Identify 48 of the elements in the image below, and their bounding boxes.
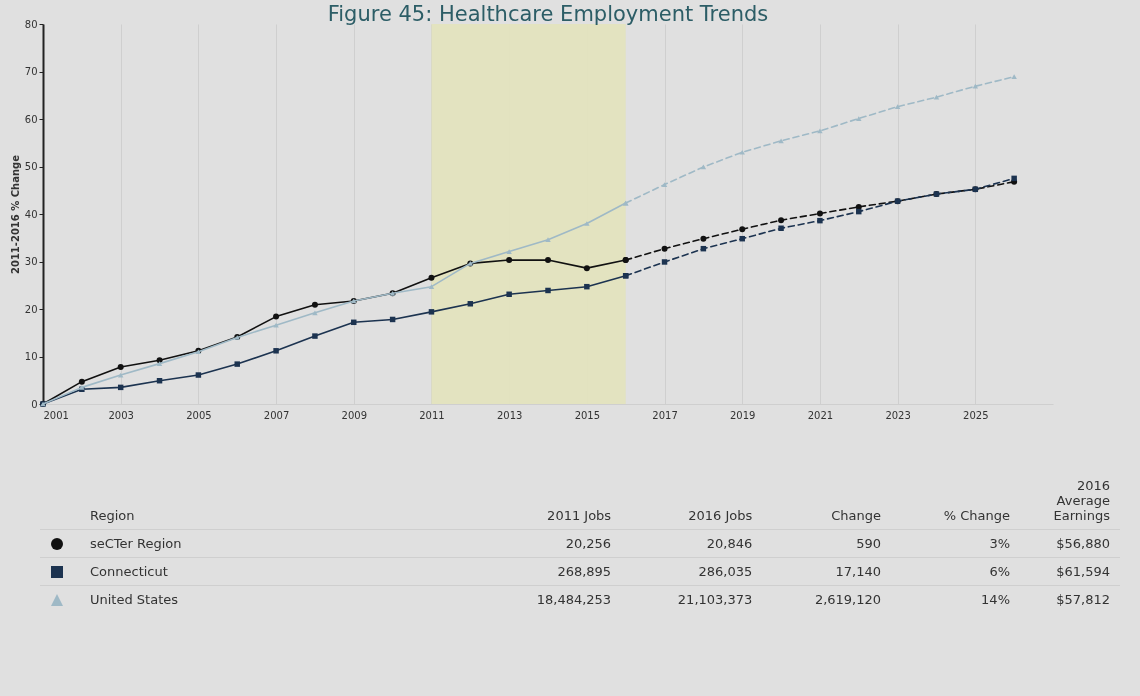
text: 14% xyxy=(891,585,1020,613)
x-tick-label: 2021 xyxy=(807,409,834,421)
text: 2011 Jobs xyxy=(546,507,613,525)
x-tick-label: 2011 xyxy=(419,409,445,421)
text: 20,846 xyxy=(621,529,763,558)
y-tick-label: 50 xyxy=(24,161,38,172)
text: 286,035 xyxy=(621,557,763,586)
text: 2016 Jobs xyxy=(687,507,754,525)
x-tick-label: 2025 xyxy=(963,409,989,421)
x-tick-label: 2003 xyxy=(108,409,134,421)
text: 2016 Average Earnings xyxy=(1052,477,1111,525)
text: 6% xyxy=(891,557,1020,586)
x-tick-label: 2007 xyxy=(263,409,290,421)
text: 21,103,373 xyxy=(621,585,763,613)
x-tick-label: 2015 xyxy=(574,409,601,421)
x-tick-label: 2013 xyxy=(496,409,523,421)
text: % Change xyxy=(942,507,1011,525)
text: Change xyxy=(830,507,883,525)
legend-label: seCTer Region xyxy=(80,529,480,558)
y-tick-label: 10 xyxy=(24,351,38,362)
text: 268,895 xyxy=(480,557,622,586)
text: 3% xyxy=(891,529,1020,558)
x-tick-label: 2005 xyxy=(186,409,212,421)
y-tick-label: 70 xyxy=(24,66,38,77)
x-tick-label: 2019 xyxy=(730,409,756,421)
text: $61,594 xyxy=(1020,557,1120,586)
x-tick-label: 2001 xyxy=(43,409,69,421)
chart-title: Figure 45: Healthcare Employment Trends xyxy=(327,2,769,26)
x-tick-label: 2023 xyxy=(885,409,911,421)
y-tick-label: 80 xyxy=(24,18,38,30)
legend-label: United States xyxy=(80,585,480,613)
legend-label: Connecticut xyxy=(80,557,480,586)
y-tick-label: 0 xyxy=(31,398,38,410)
y-tick-label: 40 xyxy=(24,208,38,220)
text: 590 xyxy=(762,529,892,558)
text: 20,256 xyxy=(480,529,622,558)
text: Region xyxy=(89,507,136,525)
text: 18,484,253 xyxy=(480,585,622,613)
text: 2,619,120 xyxy=(762,585,892,613)
x-tick-label: 2017 xyxy=(652,409,678,421)
y-tick-label: 20 xyxy=(24,303,38,315)
text: $57,812 xyxy=(1020,585,1120,613)
text: 17,140 xyxy=(762,557,892,586)
y-axis-title: 2011-2016 % Change xyxy=(9,154,21,275)
text: $56,880 xyxy=(1020,529,1120,558)
y-tick-label: 60 xyxy=(24,113,38,125)
x-tick-label: 2009 xyxy=(341,409,367,421)
y-tick-label: 30 xyxy=(24,256,38,267)
